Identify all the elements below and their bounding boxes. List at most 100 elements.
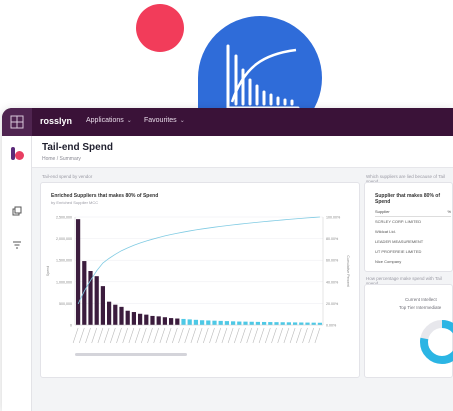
bar [299, 322, 304, 325]
x-tick-label [289, 327, 296, 344]
bar [168, 318, 174, 325]
x-tick-label [308, 327, 314, 344]
x-tick-label [147, 327, 153, 344]
y2-tick-label: 40.00% [326, 280, 339, 284]
x-tick-label [271, 327, 277, 344]
x-tick-label [246, 327, 252, 344]
chevron-down-icon: ⌄ [126, 118, 132, 124]
x-tick-label [240, 327, 246, 344]
bar [162, 317, 168, 325]
y-tick-label: 2,500,000 [56, 216, 72, 220]
y-tick-label: 1,000,000 [56, 280, 72, 284]
table-row[interactable]: Nice Company [375, 259, 402, 264]
app-logo-icon [11, 147, 24, 160]
nav-favourites[interactable]: Favourites ⌄ [144, 117, 185, 124]
bar [249, 321, 254, 325]
table-row[interactable]: SCRLEY CORP. LIMITED [375, 219, 422, 224]
bar [88, 271, 93, 325]
nav-applications[interactable]: Applications ⌄ [86, 117, 132, 124]
x-tick-label [116, 327, 122, 344]
donut-card: Current Intellect Top Tier Intermediate [364, 284, 453, 378]
legend-item: Current Intellect [405, 297, 437, 302]
x-tick-label [302, 327, 308, 344]
x-tick-label [103, 327, 110, 344]
bar [212, 320, 217, 325]
x-tick-label [184, 327, 190, 344]
x-tick-label [265, 327, 271, 344]
copy-icon[interactable] [12, 206, 22, 216]
bar [82, 261, 87, 325]
bar [230, 321, 236, 325]
decorative-red-circle [136, 4, 184, 52]
app-window: rosslyn Applications ⌄ Favourites ⌄ Tail-e… [2, 108, 453, 411]
side-bottom-caption: How percentage make spend with Tail spen… [366, 276, 442, 286]
percent-column-header: % [447, 209, 451, 214]
bar [113, 304, 118, 325]
y-tick-label: 500,000 [59, 302, 72, 306]
bar [292, 322, 298, 325]
x-tick-label [221, 327, 228, 344]
y2-tick-label: 0.00% [326, 324, 337, 328]
x-tick-label [209, 327, 215, 344]
x-tick-label [215, 327, 221, 344]
bar [317, 322, 323, 325]
y-tick-label: 1,500,000 [56, 259, 72, 263]
y2-tick-label: 60.00% [326, 259, 339, 263]
app-switcher-button[interactable] [2, 108, 32, 136]
bar [156, 316, 161, 325]
supplier-table-header: Supplier % [375, 209, 451, 217]
x-tick-label [85, 327, 91, 344]
side-top-caption: Which suppliers are lied because of Tail… [366, 174, 445, 184]
y2-tick-label: 80.00% [326, 237, 339, 241]
bar [94, 276, 99, 325]
bar [125, 310, 130, 325]
x-tick-label [159, 327, 166, 344]
bar [100, 286, 106, 325]
x-tick-label [172, 327, 178, 344]
brand-logo-text: rosslyn [40, 116, 73, 126]
chart-title: Enriched Suppliers that makes 80% of Spe… [51, 193, 159, 199]
bar [243, 321, 248, 325]
x-tick-label [190, 327, 197, 344]
x-tick-label [283, 327, 290, 344]
table-row[interactable]: Wildcat Ltd. [375, 229, 396, 234]
x-tick-label [110, 327, 116, 344]
filter-icon[interactable] [12, 240, 22, 250]
y-axis-label: Spend [46, 266, 50, 276]
legend-item: Top Tier Intermediate [399, 305, 442, 310]
x-tick-label [122, 327, 128, 344]
x-tick-label [178, 327, 184, 344]
bar [224, 321, 230, 325]
y2-tick-label: 20.00% [326, 302, 339, 306]
grid-icon [10, 115, 24, 129]
table-row[interactable]: UT PROFEREIE LIMITED [375, 249, 422, 254]
y-tick-label: 2,000,000 [56, 237, 72, 241]
bar [311, 322, 316, 325]
bar [268, 322, 273, 325]
bar [137, 313, 143, 325]
horizontal-scrollbar [75, 353, 187, 356]
top-navbar: rosslyn Applications ⌄ Favourites ⌄ [2, 108, 453, 136]
x-tick-label [79, 327, 85, 344]
nav-applications-label: Applications [86, 117, 124, 124]
bar [237, 321, 242, 325]
x-tick-label [314, 327, 321, 344]
x-tick-label [97, 327, 104, 344]
x-tick-label [134, 327, 141, 344]
bar [119, 306, 124, 325]
x-tick-label [296, 327, 302, 344]
bar [255, 321, 261, 325]
pareto-chart-icon [226, 44, 300, 110]
x-tick-label [277, 327, 283, 344]
y-tick-label: 0 [70, 324, 72, 328]
x-tick-label [196, 327, 203, 344]
pareto-chart-card: Enriched Suppliers that makes 80% of Spe… [40, 182, 360, 378]
bar [106, 301, 112, 325]
chart-subtitle: by Enriched Supplier MCC [51, 200, 99, 205]
donut-segment [420, 320, 453, 364]
left-rail [2, 136, 32, 411]
bar [218, 320, 223, 325]
table-row[interactable]: LEADER MEASUREMENT [375, 239, 424, 244]
y2-axis-label: Cumulative Percent [346, 255, 350, 286]
bar [144, 314, 149, 325]
